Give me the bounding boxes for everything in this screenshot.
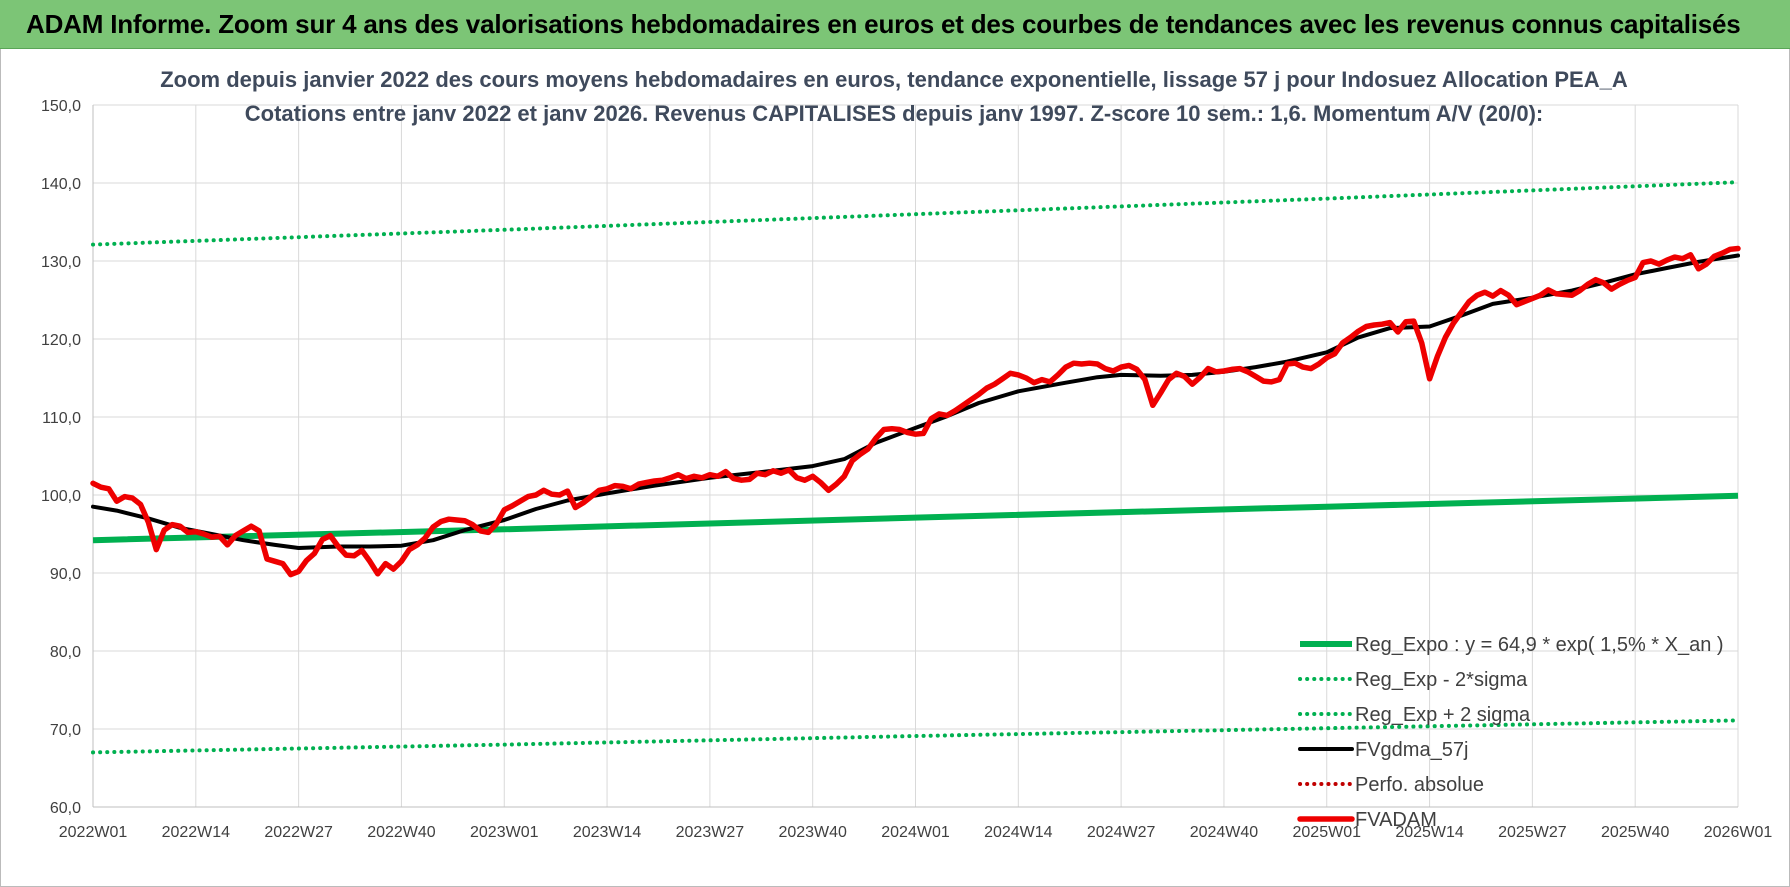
chart-frame: 60,0 70,0 80,0 90,0 100,0 110,0 120,0 130,0 140,… <box>0 49 1790 887</box>
axes: 60,0 70,0 80,0 90,0 100,0 110,0 120,0 130,0 140,… <box>41 98 1772 841</box>
x-tick-label: 2023W01 <box>470 824 539 841</box>
banner-title: ADAM Informe. Zoom sur 4 ans des valoris… <box>26 9 1741 39</box>
series-line-5 <box>90 245 1741 578</box>
legend-label: Perfo. absolue <box>1355 774 1484 796</box>
legend: Reg_Expo : y = 64,9 * exp( 1,5% * X_an )… <box>1297 634 1724 831</box>
x-tick-label: 2023W40 <box>778 824 847 841</box>
y-tick-label: 130,0 <box>41 254 81 271</box>
y-tick-label: 70,0 <box>50 722 81 739</box>
x-tick-label: 2022W40 <box>367 824 436 841</box>
title-banner: ADAM Informe. Zoom sur 4 ans des valoris… <box>0 0 1790 49</box>
x-tick-label: 2025W14 <box>1395 824 1464 841</box>
y-tick-label: 110,0 <box>42 410 81 427</box>
y-tick-label: 140,0 <box>41 176 81 193</box>
y-tick-label: 100,0 <box>41 488 81 505</box>
line-chart: 60,0 70,0 80,0 90,0 100,0 110,0 120,0 130,0 140,… <box>41 67 1772 841</box>
grid <box>92 104 1739 808</box>
x-tick-label: 2022W14 <box>162 824 231 841</box>
legend-label: FVADAM <box>1355 809 1437 831</box>
series-line-0 <box>92 492 1739 544</box>
series-line-1 <box>91 718 1740 755</box>
legend-label: Reg_Exp - 2*sigma <box>1355 669 1528 691</box>
x-tick-label: 2024W01 <box>881 824 950 841</box>
chart-title-line-2: Cotations entre janv 2022 et janv 2026. … <box>245 101 1543 126</box>
x-tick-label: 2023W27 <box>676 824 745 841</box>
y-tick-label: 60,0 <box>50 800 81 817</box>
x-tick-label: 2024W14 <box>984 824 1053 841</box>
legend-label: Reg_Exp + 2 sigma <box>1355 704 1531 726</box>
y-tick-label: 150,0 <box>41 98 81 115</box>
x-tick-label: 2022W01 <box>59 824 128 841</box>
y-tick-label: 80,0 <box>50 644 81 661</box>
series-line-2 <box>91 180 1740 247</box>
x-tick-label: 2023W14 <box>573 824 642 841</box>
y-tick-label: 90,0 <box>50 566 81 583</box>
x-tick-label: 2024W27 <box>1087 824 1156 841</box>
x-tick-label: 2026W01 <box>1704 824 1773 841</box>
legend-label: FVgdma_57j <box>1355 739 1468 761</box>
series <box>90 180 1741 755</box>
chart-title-line-1: Zoom depuis janvier 2022 des cours moyen… <box>160 67 1628 92</box>
x-tick-label: 2025W27 <box>1498 824 1567 841</box>
y-tick-label: 120,0 <box>41 332 81 349</box>
legend-label: Reg_Expo : y = 64,9 * exp( 1,5% * X_an ) <box>1355 634 1724 656</box>
x-tick-label: 2025W40 <box>1601 824 1670 841</box>
x-tick-label: 2025W01 <box>1293 824 1362 841</box>
x-tick-label: 2024W40 <box>1190 824 1259 841</box>
x-tick-label: 2022W27 <box>264 824 333 841</box>
